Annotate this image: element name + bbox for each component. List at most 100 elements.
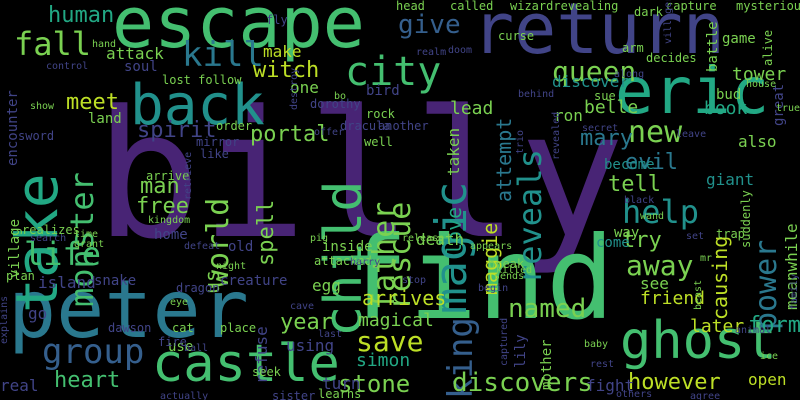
word-cat: cat [172, 321, 194, 335]
word-begin: begin [478, 283, 509, 294]
word-mary: mary [580, 126, 633, 151]
word-later: later [690, 316, 745, 337]
word-lead: lead [450, 98, 494, 119]
word-dorothy: dorothy [310, 97, 361, 111]
word-city: city [345, 49, 442, 95]
word-billy: billy [95, 73, 625, 278]
word-belle: belle [584, 97, 639, 118]
word-make: make [263, 42, 302, 61]
word-death: death [416, 230, 465, 249]
word-wand: wand [640, 211, 665, 222]
word-home: home [154, 227, 188, 243]
word-castle: castle [152, 334, 340, 394]
word-human: human [48, 3, 115, 28]
word-meet: meet [66, 90, 119, 115]
word-new: new [628, 115, 683, 150]
word-open: open [748, 370, 787, 389]
word-time: time [74, 229, 99, 240]
word-harry: harry [350, 257, 381, 268]
word-ghost: ghost [620, 311, 777, 371]
word-attack: attack [106, 44, 164, 63]
word-attacked: attacked [314, 254, 372, 268]
word-peter: peter [8, 263, 249, 356]
word-tell: tell [608, 172, 661, 197]
word-ice: ice [760, 351, 779, 362]
word-causing: causing [708, 235, 732, 320]
word-discovers: discovers [452, 368, 593, 398]
word-game: game [722, 31, 756, 47]
word-fight: fight [586, 376, 635, 395]
word-inside: inside [322, 239, 373, 255]
word-battle: battle [705, 21, 721, 72]
word-give: give [398, 10, 461, 40]
word-secret: secret [582, 123, 619, 134]
word-plan: plan [6, 269, 35, 283]
word-explains: explains [0, 295, 10, 344]
word-book: book [704, 98, 748, 119]
word-rest: rest [590, 359, 615, 370]
word-soul: soul [124, 59, 158, 75]
word-killed: killed [496, 265, 533, 276]
word-man: man [140, 174, 180, 199]
word-island: island [38, 273, 96, 292]
word-one: one [290, 78, 319, 97]
word-away: away [626, 249, 694, 282]
word-friend: friend [640, 288, 706, 309]
word-baby: baby [584, 339, 609, 350]
word-use: use [168, 339, 194, 355]
word-realm: realm [416, 47, 447, 58]
word-find: find [340, 212, 615, 345]
word-taken: taken [444, 127, 463, 176]
word-dawson: dawson [108, 321, 152, 335]
word-sends: sends [494, 271, 525, 282]
word-using: using [286, 336, 335, 355]
word-discover: discover [552, 72, 630, 91]
word-others: others [616, 389, 653, 400]
word-way: way [614, 225, 640, 241]
word-help: help [622, 193, 700, 231]
word-mirror: mirror [196, 135, 240, 149]
word-black: black [624, 195, 655, 206]
word-fly: fly [266, 13, 288, 27]
word-arrives: arrives [362, 286, 447, 310]
word-along: along [614, 69, 645, 80]
word-house: house [746, 79, 777, 90]
word-see: see [640, 274, 669, 293]
word-trap: trap [716, 227, 745, 241]
word-spell: spell [254, 199, 279, 266]
word-head: head [396, 0, 425, 13]
word-magical: magical [358, 310, 434, 331]
word-mr: mr [700, 253, 713, 264]
word-dark: dark [634, 5, 663, 19]
word-retrieve: retrieve [183, 151, 194, 200]
word-year: year [280, 310, 333, 335]
word-form: form [748, 313, 800, 338]
word-witch: witch [253, 58, 320, 83]
word-sue: sue [594, 89, 616, 103]
word-last: last [318, 329, 343, 340]
word-return: return [472, 0, 725, 70]
word-attempt: attempt [492, 117, 516, 202]
word-rock: rock [366, 107, 395, 121]
word-tower: tower [732, 64, 787, 85]
word-search: search [30, 233, 67, 244]
word-place: place [220, 321, 257, 335]
word-giant: giant [706, 170, 755, 189]
word-stop: stop [402, 275, 427, 286]
word-free: free [136, 194, 189, 219]
word-fall: fall [14, 25, 92, 63]
word-another: another [378, 119, 429, 133]
word-hand: hand [92, 39, 117, 50]
word-queen: queen [552, 55, 637, 88]
word-eye: eye [170, 297, 189, 308]
word-true: true [776, 103, 800, 114]
word-well: well [364, 135, 393, 149]
word-go: go [28, 304, 48, 323]
word-kingdom: kingdom [148, 215, 191, 226]
word-arrive: arrive [146, 169, 190, 183]
word-learns: learns [318, 387, 362, 400]
word-leave: leave [676, 129, 707, 140]
word-come: come [596, 235, 630, 251]
word-mysterious: mysterious [736, 0, 800, 13]
